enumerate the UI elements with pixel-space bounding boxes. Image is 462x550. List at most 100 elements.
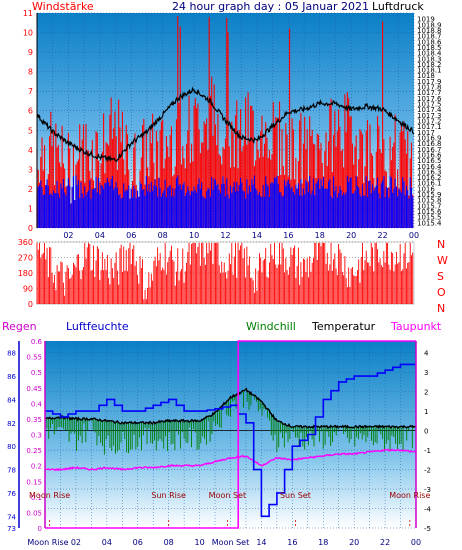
luftdruck-label: Luftdruck [372,0,424,13]
x-tick-label: 16 [283,231,293,240]
bottom-tick-label: Moon Rise [27,538,68,547]
x-tick-label: 20 [346,231,356,240]
right-tick-label: 1015.8 [417,197,442,205]
temp-tick-label: -2 [424,467,431,475]
windstaerke-label: Windstärke [32,0,94,13]
humidity-tick-label: 78 [7,467,16,475]
direction-label: W [437,254,448,267]
chart-title: 24 hour graph day : 05 Januar 2021 [172,0,369,13]
left-tick-label: 8 [28,68,33,77]
bottom-tick-label: Moon Set [212,538,249,547]
windchill-label: Windchill [246,320,296,333]
right-tick-label: 1016.8 [417,140,442,148]
right-tick-label: 1017.1 [417,123,442,131]
bottom-tick-label: 16 [287,538,297,547]
dir-tick-label: 360 [18,238,33,247]
wind-direction-axes: 360 270 180 90 0 [18,238,33,309]
rain-tick-label: 0.6 [31,338,43,346]
x-tick-label: 14 [252,231,262,240]
temp-tick-label: -3 [424,486,431,494]
right-tick-label: 1016.7 [417,146,442,154]
bottom-tick-label: 20 [349,538,359,547]
humidity-tick-label: 73 [7,525,16,533]
right-tick-label: 1015.7 [417,202,442,210]
sun-set-label: Sun Set [280,491,311,500]
left-tick-label: 0 [28,224,33,233]
right-tick-label: 1017 [417,129,435,137]
x-tick-label: 04 [95,231,105,240]
left-tick-label: 9 [28,48,33,57]
right-tick-label: 1018.3 [417,55,442,63]
right-tick-label: 1018.6 [417,38,442,46]
left-tick-label: 5 [28,126,33,135]
astro-markers: Moon Rise Sun Rise Moon Set Sun Set Moon Ris… [29,491,430,528]
direction-label: N [437,302,445,315]
pressure-line [36,86,415,163]
x-tick-label: 12 [220,231,230,240]
right-tick-label: 1017.6 [417,95,442,103]
right-tick-label: 1016.2 [417,174,442,182]
right-tick-label: 1018 [417,72,435,80]
right-tick-label: 1018.7 [417,33,442,41]
left-tick-label: 3 [28,165,33,174]
dir-tick-label: 0 [28,300,33,309]
humidity-tick-label: 82 [7,420,16,428]
right-tick-label: 1015.5 [417,214,442,222]
bottom-tick-label: 06 [133,538,143,547]
moon-rise-label: Moon Rise [29,491,70,500]
humidity-tick-label: 74 [7,513,16,521]
left-tick-label: 6 [28,107,33,116]
rain-tick-label: 0.55 [26,354,42,362]
temp-humidity-axes: -5 -4 -3 -2 -1 0 1 2 3 4 0 0.05 0.1 0.15 0.2 0.25 0.3 0.3… [7,338,431,547]
rain-tick-label: 0.3 [31,432,42,440]
right-tick-label: 1016.6 [417,151,442,159]
left-tick-label: 7 [28,87,33,96]
temp-tick-label: 1 [424,408,428,416]
bottom-tick-label: 14 [256,538,266,547]
direction-label: S [437,270,444,283]
right-tick-label: 1017.2 [417,118,442,126]
dir-tick-label: 270 [18,254,33,263]
right-tick-label: 1015.9 [417,191,442,199]
right-tick-label: 1017.3 [417,112,442,120]
left-tick-label: 4 [28,146,33,155]
right-tick-label: 1017.5 [417,101,442,109]
bottom-tick-label: 08 [164,538,174,547]
right-tick-label: 1017.9 [417,78,442,86]
rain-tick-label: 0.35 [26,416,42,424]
humidity-tick-label: 84 [7,396,16,404]
rain-tick-label: 0.4 [31,400,43,408]
rain-line [45,340,416,529]
humidity-tick-label: 76 [7,490,16,498]
taupunkt-label: Taupunkt [390,320,442,333]
temp-tick-label: 4 [424,350,429,358]
rain-tick-label: 0.45 [26,385,42,393]
direction-label: O [437,286,446,299]
wind-direction-marks [36,242,414,304]
right-tick-label: 1018.2 [417,61,442,69]
right-tick-label: 1016.4 [417,163,442,171]
temp-tick-label: -1 [424,447,431,455]
dewpoint-line [44,448,417,472]
x-tick-label: 22 [377,231,387,240]
left-tick-label: 1 [28,204,33,213]
dir-tick-label: 180 [18,269,33,278]
rain-tick-label: 0.05 [26,509,42,517]
temp-tick-label: -5 [424,525,431,533]
x-tick-label: 06 [126,231,136,240]
rain-tick-label: 0.25 [26,447,42,455]
dir-tick-label: 90 [23,285,33,294]
moon-set-label: Moon Set [209,491,246,500]
right-tick-label: 1016.9 [417,134,442,142]
right-tick-label: 1018.4 [417,50,442,58]
temp-tick-label: -4 [424,506,432,514]
rain-tick-label: 0 [38,525,42,533]
rain-tick-label: 0.15 [26,478,42,486]
right-tick-label: 1016.1 [417,180,442,188]
right-tick-label: 1015.4 [417,219,442,227]
moon-rise-end-label: Moon Rise [389,491,430,500]
right-tick-label: 1018.8 [417,27,442,35]
x-tick-label: 02 [63,231,73,240]
humidity-tick-label: 86 [7,373,16,381]
